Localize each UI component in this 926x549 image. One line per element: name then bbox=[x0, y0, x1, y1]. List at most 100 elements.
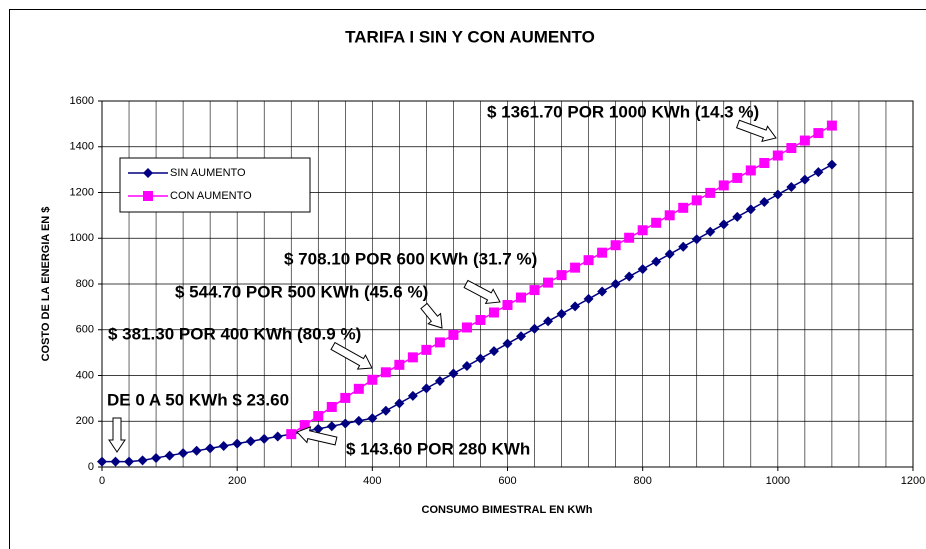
annotation: $ 544.70 POR 500 KWh (45.6 %) bbox=[175, 282, 428, 301]
marker bbox=[637, 225, 648, 236]
chart-title: TARIFA I SIN Y CON AUMENTO bbox=[345, 27, 595, 46]
marker bbox=[556, 308, 567, 319]
marker bbox=[245, 436, 256, 447]
y-tick-label: 200 bbox=[76, 415, 94, 427]
marker bbox=[232, 438, 243, 449]
marker bbox=[529, 285, 540, 296]
marker bbox=[826, 159, 837, 170]
marker bbox=[786, 182, 797, 193]
plot-area bbox=[101, 100, 914, 468]
marker bbox=[624, 232, 635, 243]
marker bbox=[299, 420, 310, 431]
marker bbox=[732, 211, 743, 222]
arrow bbox=[735, 119, 777, 143]
arrow bbox=[420, 302, 443, 329]
marker bbox=[597, 247, 608, 258]
marker bbox=[813, 128, 824, 139]
marker bbox=[745, 204, 756, 215]
y-tick-label: 1200 bbox=[70, 186, 94, 198]
y-tick-label: 1400 bbox=[70, 141, 94, 153]
marker bbox=[353, 415, 364, 426]
marker bbox=[556, 270, 567, 281]
marker bbox=[678, 202, 689, 213]
marker bbox=[421, 383, 432, 394]
marker bbox=[286, 429, 297, 440]
marker bbox=[380, 405, 391, 416]
annotation: $ 1361.70 POR 1000 KWh (14.3 %) bbox=[487, 102, 759, 121]
marker bbox=[488, 307, 499, 318]
y-axis-title: COSTO DE LA ENERGIA EN $ bbox=[40, 207, 52, 362]
marker bbox=[326, 421, 337, 432]
y-tick-label: 400 bbox=[76, 369, 94, 381]
x-tick-label: 600 bbox=[498, 475, 516, 487]
marker bbox=[380, 367, 391, 378]
x-tick-label: 200 bbox=[228, 475, 246, 487]
marker bbox=[759, 196, 770, 207]
marker bbox=[570, 301, 581, 312]
annotation: DE 0 A 50 KWh $ 23.60 bbox=[107, 390, 289, 409]
marker bbox=[205, 443, 216, 454]
marker bbox=[394, 398, 405, 409]
legend-box bbox=[119, 157, 311, 213]
marker bbox=[97, 456, 107, 467]
arrow bbox=[108, 417, 126, 453]
x-axis-title: CONSUMO BIMESTRAL EN KWh bbox=[422, 504, 593, 516]
chart-frame bbox=[9, 9, 926, 549]
marker bbox=[143, 191, 153, 201]
annotation: $ 381.30 POR 400 KWh (80.9 %) bbox=[108, 324, 361, 343]
marker bbox=[718, 180, 729, 191]
marker bbox=[407, 390, 418, 401]
marker bbox=[502, 300, 513, 311]
marker bbox=[137, 455, 148, 466]
marker bbox=[421, 344, 432, 355]
marker bbox=[340, 418, 351, 429]
y-tick-label: 1600 bbox=[70, 95, 94, 107]
marker bbox=[178, 448, 189, 459]
marker bbox=[326, 401, 337, 412]
marker bbox=[637, 264, 648, 275]
x-tick-label: 400 bbox=[363, 475, 381, 487]
annotation: $ 143.60 POR 280 KWh bbox=[346, 439, 530, 458]
marker bbox=[664, 249, 675, 260]
marker bbox=[718, 219, 729, 230]
marker bbox=[151, 452, 162, 463]
legend-label: SIN AUMENTO bbox=[170, 167, 246, 179]
marker bbox=[799, 135, 810, 146]
marker bbox=[516, 292, 527, 303]
annotation: $ 708.10 POR 600 KWh (31.7 %) bbox=[284, 249, 537, 268]
arrow bbox=[330, 341, 373, 370]
x-tick-label: 1200 bbox=[901, 475, 925, 487]
marker bbox=[488, 346, 499, 357]
y-tick-label: 0 bbox=[88, 461, 94, 473]
arrow bbox=[296, 426, 338, 446]
marker bbox=[759, 157, 770, 168]
marker bbox=[826, 120, 837, 131]
marker bbox=[624, 271, 635, 282]
marker bbox=[732, 172, 743, 183]
marker bbox=[664, 210, 675, 221]
marker bbox=[313, 423, 324, 434]
marker bbox=[597, 286, 608, 297]
y-tick-label: 800 bbox=[76, 278, 94, 290]
marker bbox=[461, 361, 472, 372]
marker bbox=[475, 314, 486, 325]
x-tick-label: 1000 bbox=[766, 475, 790, 487]
marker bbox=[313, 411, 324, 422]
marker bbox=[786, 143, 797, 154]
marker bbox=[124, 456, 135, 467]
marker bbox=[164, 450, 175, 461]
marker bbox=[610, 240, 621, 251]
x-tick-label: 0 bbox=[99, 475, 105, 487]
marker bbox=[705, 187, 716, 198]
marker bbox=[353, 383, 364, 394]
marker bbox=[143, 168, 153, 178]
marker bbox=[434, 337, 445, 348]
legend-label: CON AUMENTO bbox=[170, 190, 252, 202]
marker bbox=[502, 338, 513, 349]
marker bbox=[191, 445, 202, 456]
y-tick-label: 600 bbox=[76, 324, 94, 336]
marker bbox=[340, 392, 351, 403]
marker bbox=[651, 256, 662, 267]
marker bbox=[678, 241, 689, 252]
